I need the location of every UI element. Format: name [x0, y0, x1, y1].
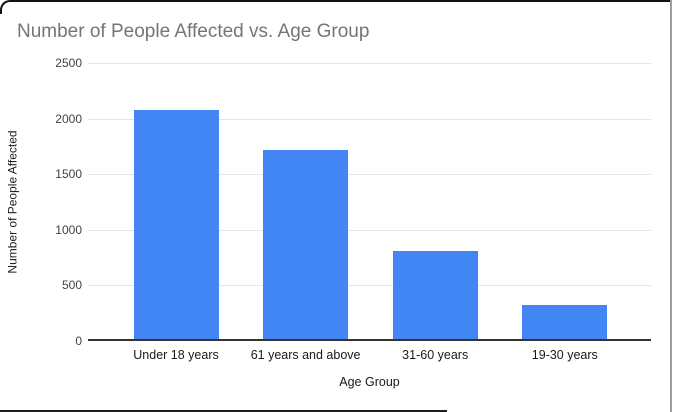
x-category-label: 19-30 years [531, 348, 598, 362]
chart-title: Number of People Affected vs. Age Group [17, 21, 370, 42]
bar-19-30-years [522, 305, 608, 339]
y-axis-title: Number of People Affected [2, 63, 24, 341]
bar-31-60-years [392, 250, 478, 339]
y-tick-label: 2500 [55, 56, 82, 70]
gridline [88, 174, 651, 176]
x-axis-line [88, 339, 651, 341]
gridline [88, 118, 651, 120]
x-category-label: 31-60 years [402, 348, 469, 362]
y-tick-label: 1000 [55, 222, 82, 237]
bar-under-18-years [133, 109, 219, 339]
gridline [88, 229, 651, 231]
x-category-label: 61 years and above [250, 348, 361, 362]
window-border-right [670, 0, 672, 412]
y-tick-label: 0 [75, 334, 82, 348]
window-border-bottom [0, 410, 447, 412]
y-tick-label: 2000 [55, 111, 82, 126]
y-tick-label: 500 [61, 278, 82, 293]
y-axis-title-text: Number of People Affected [6, 130, 21, 274]
gridline [88, 63, 651, 64]
bar-61-years-and-above [263, 149, 349, 339]
y-tick-label: 1500 [55, 167, 82, 182]
plot-area: 0 500 1000 1500 2000 2500 Under 18 years 61 yea… [55, 56, 651, 362]
gridline [88, 285, 651, 287]
x-axis-title: Age Group [339, 375, 400, 389]
window-border-top [0, 0, 672, 14]
x-category-label: Under 18 years [133, 348, 219, 362]
